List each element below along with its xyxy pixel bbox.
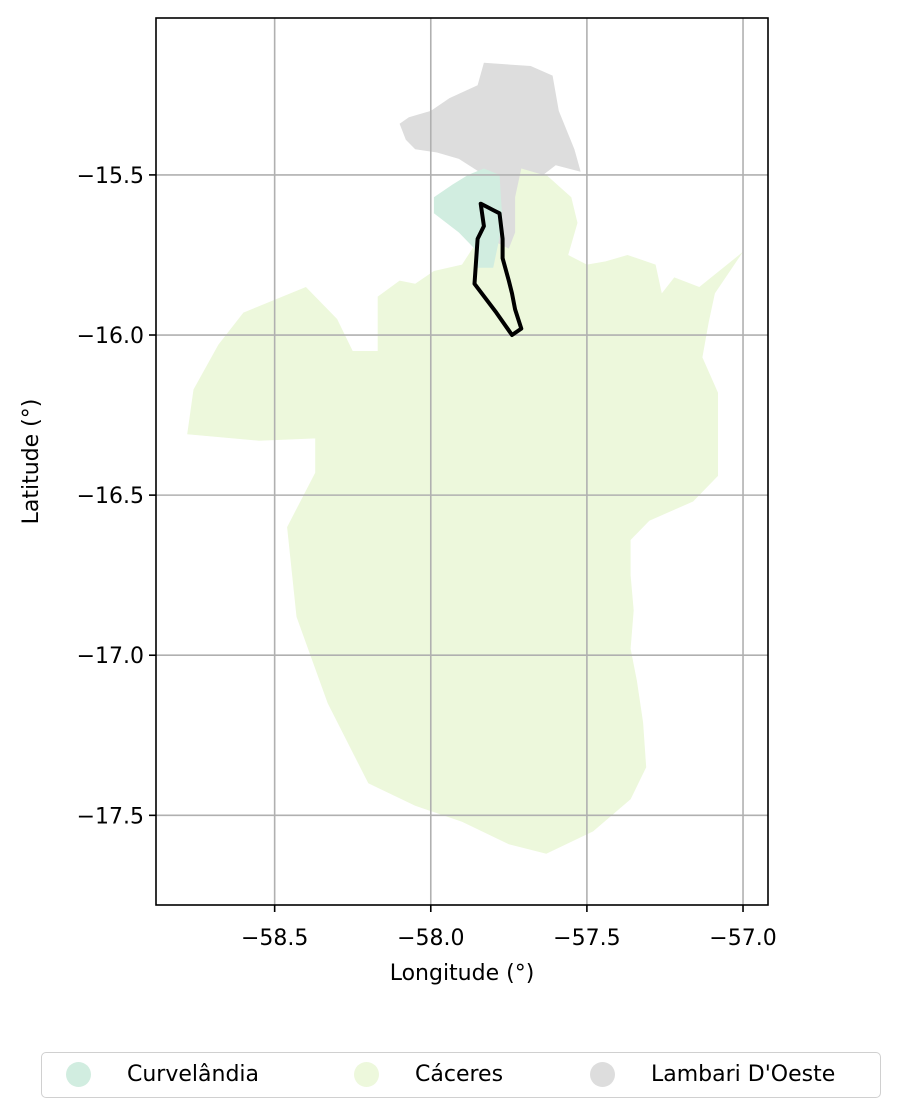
legend-swatch-lambari xyxy=(590,1062,615,1087)
y-tick-label: −15.5 xyxy=(77,164,144,189)
y-tick-label: −16.0 xyxy=(77,324,144,349)
ticks: −58.5 −58.0 −57.5 −57.0 −15.5 −16.0 −16.5 −17.0… xyxy=(77,164,777,951)
y-tick-label: −16.5 xyxy=(77,484,144,509)
grid xyxy=(156,18,768,905)
y-axis-label: Latitude (°) xyxy=(19,399,44,525)
y-tick-label: −17.0 xyxy=(77,644,144,669)
legend-item-lambari: Lambari D'Oeste xyxy=(590,1053,835,1096)
axes-frame xyxy=(155,17,769,906)
y-tick-label: −17.5 xyxy=(77,804,144,829)
x-tick-label: −58.5 xyxy=(241,926,308,951)
x-tick-label: −57.5 xyxy=(553,926,620,951)
legend-item-curvelandia: Curvelândia xyxy=(66,1053,259,1096)
x-tick-label: −57.0 xyxy=(709,926,776,951)
x-axis-label: Longitude (°) xyxy=(390,961,535,986)
plot-area xyxy=(187,62,743,854)
legend-swatch-caceres xyxy=(354,1062,379,1087)
region-caceres xyxy=(187,162,743,854)
legend-label-caceres: Cáceres xyxy=(415,1062,504,1087)
legend: Curvelândia Cáceres Lambari D'Oeste xyxy=(41,1052,881,1098)
x-tick-label: −58.0 xyxy=(397,926,464,951)
region-lambari-d-oeste xyxy=(399,62,581,249)
region-curvelandia xyxy=(433,168,503,268)
legend-swatch-curvelandia xyxy=(66,1062,91,1087)
legend-label-curvelandia: Curvelândia xyxy=(127,1062,259,1087)
legend-item-caceres: Cáceres xyxy=(354,1053,503,1096)
legend-label-lambari: Lambari D'Oeste xyxy=(651,1062,836,1087)
highlight-outline xyxy=(472,201,524,337)
